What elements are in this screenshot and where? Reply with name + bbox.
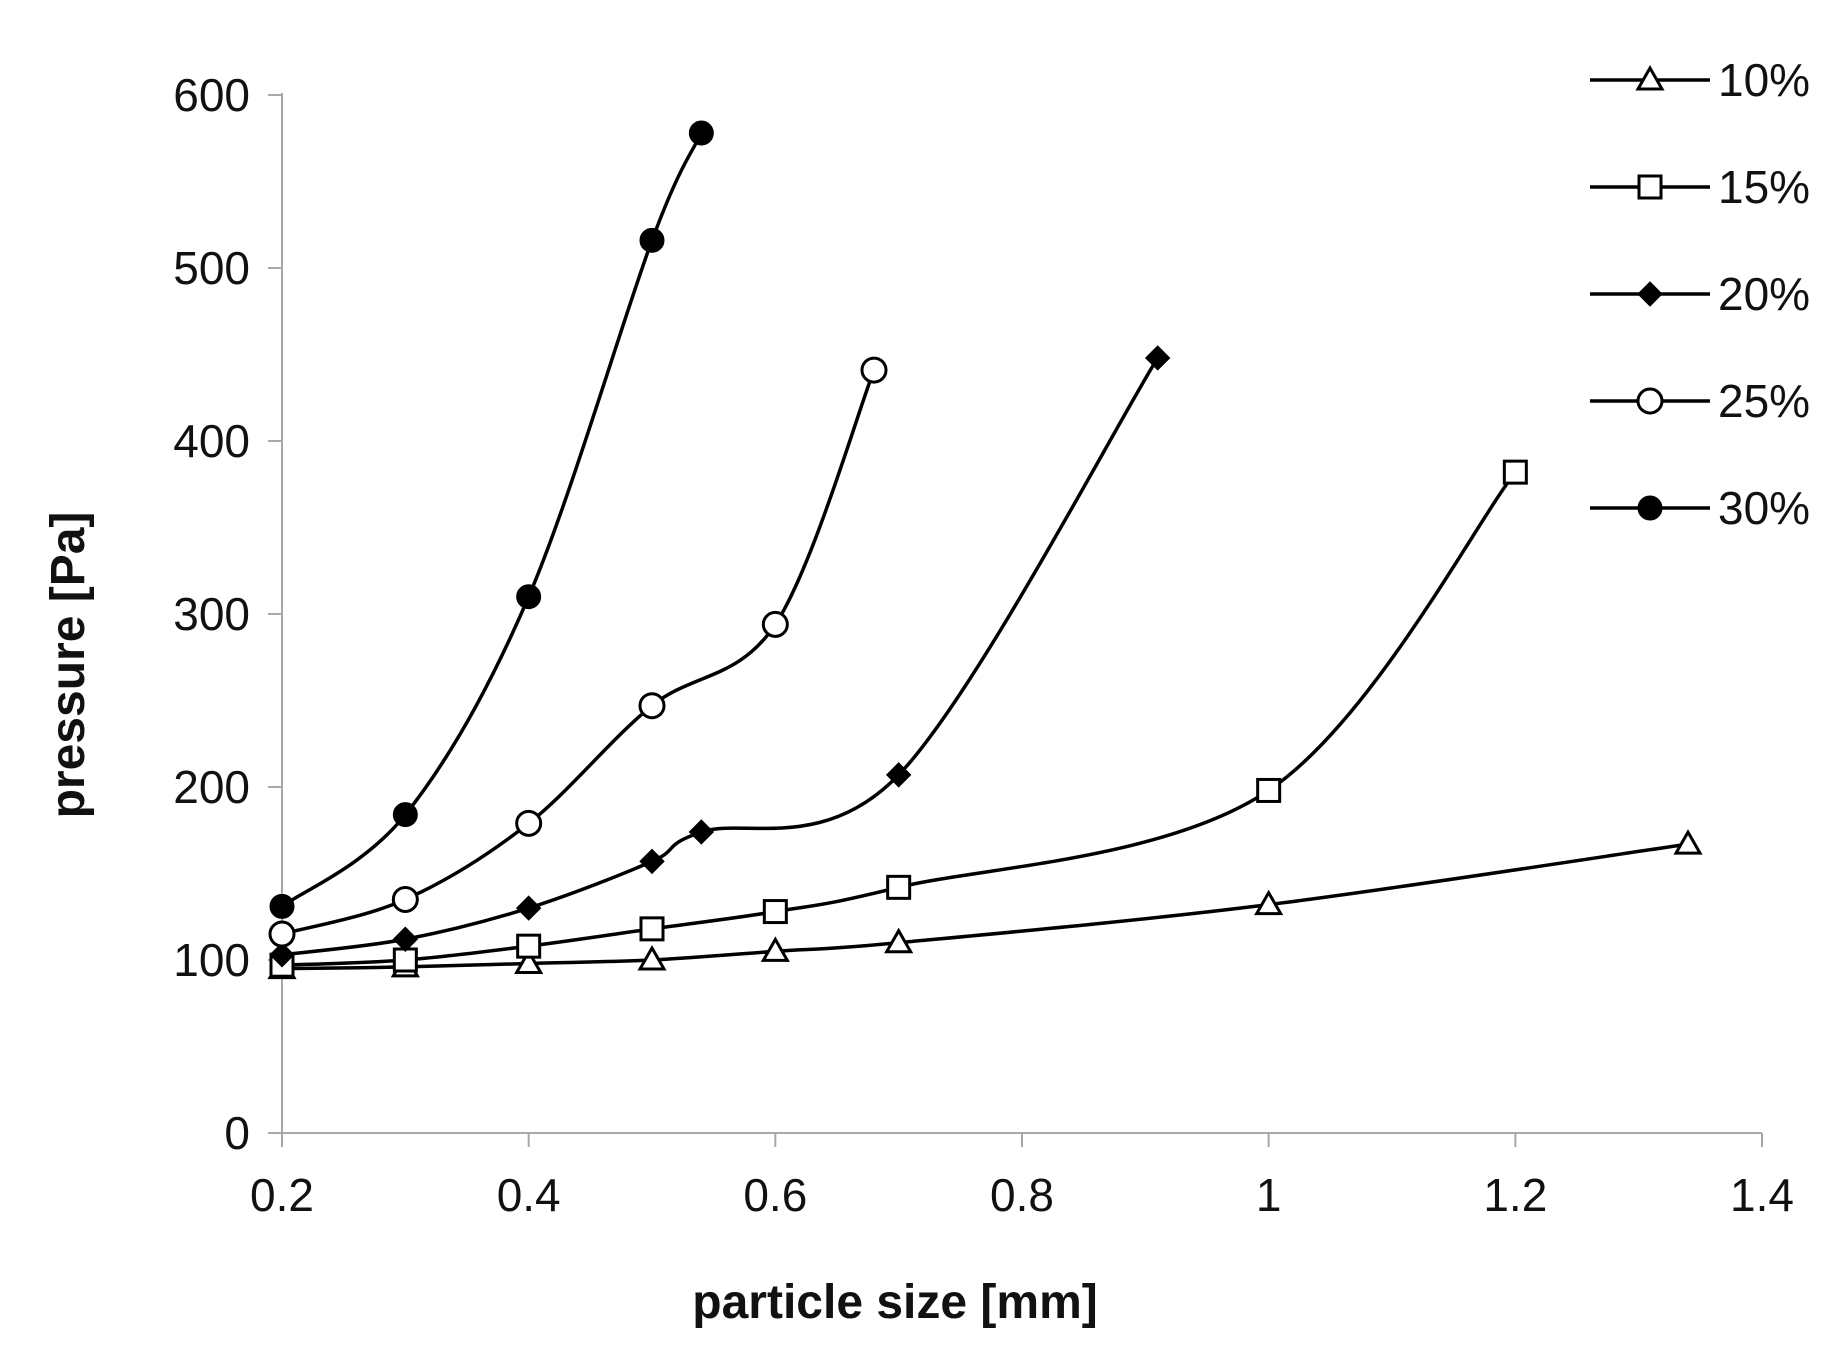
data-point xyxy=(1673,829,1703,855)
y-tick-label: 600 xyxy=(173,69,250,121)
data-point xyxy=(884,927,914,954)
y-tick-label: 100 xyxy=(173,934,250,986)
x-tick-label: 0.6 xyxy=(743,1169,807,1221)
data-point xyxy=(268,920,296,948)
data-point xyxy=(639,916,665,942)
y-tick-label: 500 xyxy=(173,242,250,294)
x-tick-label: 1 xyxy=(1256,1169,1282,1221)
y-tick-label: 300 xyxy=(173,588,250,640)
data-point xyxy=(637,944,667,971)
legend: 10% 15% 20% 25% 30% xyxy=(1590,54,1810,534)
data-point xyxy=(392,802,418,828)
legend-label: 10% xyxy=(1718,54,1810,106)
legend-item: 30% xyxy=(1590,482,1810,534)
data-point xyxy=(1144,345,1171,371)
data-point xyxy=(639,848,665,875)
series-25pct xyxy=(268,356,888,948)
series-20pct xyxy=(269,345,1171,968)
x-tick-label: 1.2 xyxy=(1483,1169,1547,1221)
legend-item: 15% xyxy=(1590,161,1810,213)
y-tick-label: 400 xyxy=(173,415,250,467)
series-30pct xyxy=(269,120,714,919)
data-point xyxy=(688,819,715,845)
data-point xyxy=(391,885,419,913)
axes: 0 100 200 300 400 500 600 0.2 0.4 0.6 0.8 1 1.2 1.4 xyxy=(173,69,1794,1221)
data-point xyxy=(688,120,714,146)
legend-marker xyxy=(1636,387,1664,415)
x-tick-label: 1.4 xyxy=(1730,1169,1794,1221)
legend-label: 25% xyxy=(1718,375,1810,427)
data-point xyxy=(514,948,544,974)
data-point xyxy=(392,926,419,952)
data-point xyxy=(515,809,543,837)
data-point xyxy=(760,936,790,962)
x-tick-label: 0.2 xyxy=(250,1169,314,1221)
legend-marker xyxy=(1637,174,1663,200)
data-point xyxy=(516,584,542,610)
data-point xyxy=(885,762,912,788)
legend-item: 20% xyxy=(1590,268,1810,320)
data-point xyxy=(762,899,788,925)
legend-marker xyxy=(1637,495,1663,521)
legend-marker xyxy=(1635,64,1665,91)
y-tick-label: 200 xyxy=(173,761,250,813)
legend-item: 10% xyxy=(1590,54,1810,106)
x-axis-title: particle size [mm] xyxy=(692,1276,1097,1329)
data-point xyxy=(639,227,665,253)
legend-label: 15% xyxy=(1718,161,1810,213)
x-tick-label: 0.4 xyxy=(497,1169,561,1221)
data-point xyxy=(516,933,542,959)
data-point xyxy=(886,874,912,900)
legend-marker xyxy=(1637,281,1663,307)
data-point xyxy=(1502,459,1528,485)
series-layer xyxy=(267,120,1703,980)
data-point xyxy=(1256,777,1282,803)
data-point xyxy=(269,893,295,919)
data-point xyxy=(515,895,542,921)
legend-item: 25% xyxy=(1590,375,1810,427)
data-point xyxy=(860,356,888,384)
legend-label: 20% xyxy=(1718,268,1810,320)
data-point xyxy=(269,942,295,968)
data-point xyxy=(761,610,789,638)
series-15pct xyxy=(269,459,1528,978)
data-point xyxy=(638,692,666,720)
y-tick-label: 0 xyxy=(224,1107,250,1159)
x-tick-label: 0.8 xyxy=(990,1169,1054,1221)
data-point xyxy=(1254,889,1284,916)
legend-label: 30% xyxy=(1718,482,1810,534)
series-line xyxy=(280,132,703,908)
data-point xyxy=(392,947,418,973)
series-line xyxy=(281,357,1160,957)
y-axis-title: pressure [Pa] xyxy=(42,512,95,819)
